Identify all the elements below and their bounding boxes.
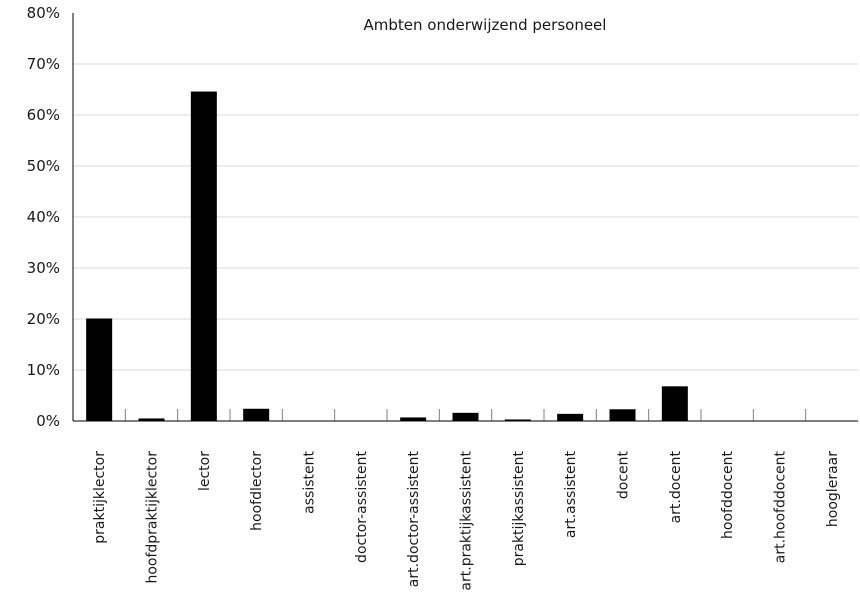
x-tick-label: art.assistent [563,450,579,538]
x-tick-label: docent [616,450,632,499]
y-tick-label: 40% [27,208,60,226]
x-axis-labels: praktijklector hoofdpraktijklector lector h… [92,450,841,590]
bar [609,409,636,421]
bar [138,418,165,421]
x-tick-label: art.docent [668,450,684,523]
x-tick-label: praktijklector [92,451,108,544]
bar [452,412,479,421]
x-tick-label: hoofddocent [720,450,736,538]
y-tick-label: 80% [27,4,60,22]
y-tick-label: 50% [27,157,60,175]
y-tick-label: 20% [27,310,60,328]
y-tick-label: 10% [27,361,60,379]
y-tick-label: 0% [36,412,60,430]
bar [190,91,217,421]
bar [661,386,688,421]
gridlines [73,63,858,371]
bar [243,408,270,421]
x-tick-label: hoofdlector [249,451,265,531]
y-tick-label: 30% [27,259,60,277]
x-tick-label: hoofdpraktijklector [145,451,161,584]
x-tick-label: art.praktijkassistent [459,451,475,591]
x-tick-label: art.doctor-assistent [406,451,422,588]
y-tick-label: 70% [27,55,60,73]
x-tick-label: lector [197,451,213,491]
bar [557,413,584,421]
x-tick-label: praktijkassistent [511,450,527,566]
x-tick-label: doctor-assistent [354,450,370,562]
chart-title: Ambten onderwijzend personeel [364,16,607,34]
y-axis-ticks: 0% 10% 20% 30% 40% 50% 60% 70% 80% [27,4,60,430]
x-tick-label: assistent [302,451,318,514]
bar [86,318,113,421]
bar [504,419,531,421]
x-axis-ticks [124,409,807,421]
x-tick-label: art.hoofddocent [773,450,789,563]
bar [400,417,427,421]
y-tick-label: 60% [27,106,60,124]
bars [86,91,845,422]
x-tick-label: hoogleraar [825,451,841,527]
